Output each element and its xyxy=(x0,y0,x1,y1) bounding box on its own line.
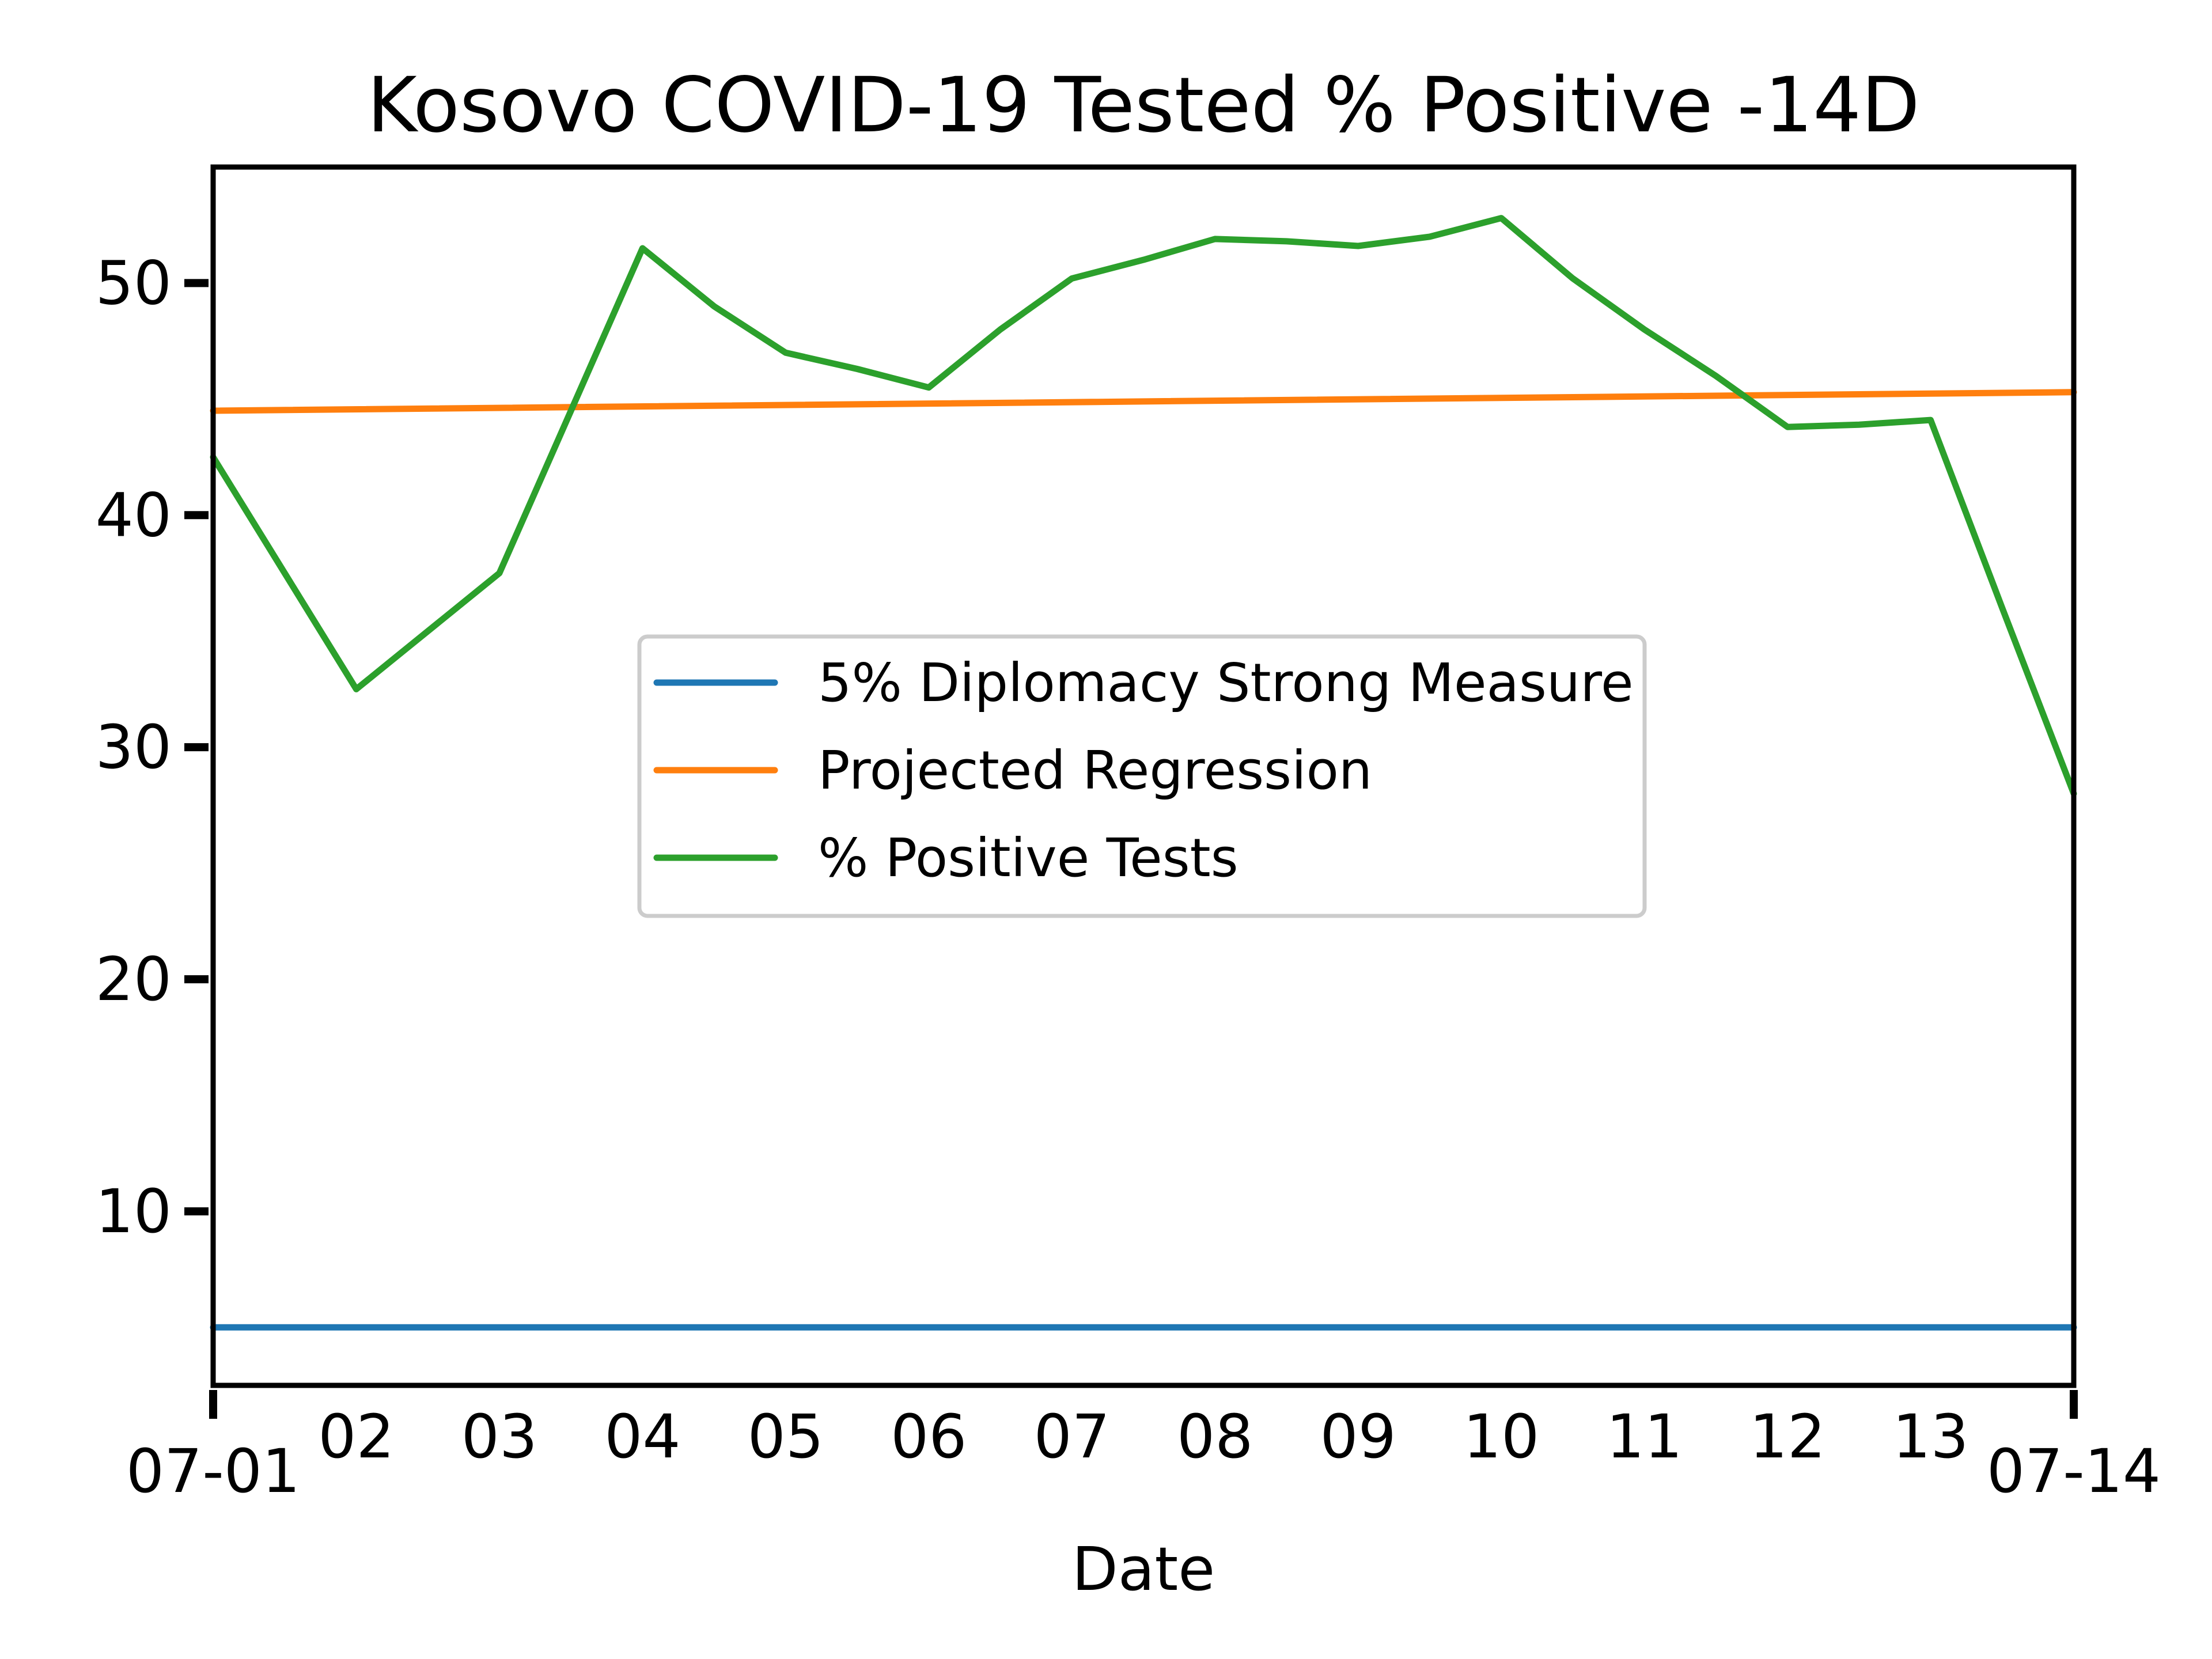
chart-title: Kosovo COVID-19 Tested % Positive -14D xyxy=(367,61,1920,150)
x-tick-label: 10 xyxy=(1463,1402,1539,1472)
x-tick-label: 13 xyxy=(1892,1402,1968,1472)
legend-label-1: 5% Diplomacy Strong Measure xyxy=(818,652,1634,714)
legend-box xyxy=(637,634,1647,918)
x-tick-label: 05 xyxy=(748,1402,824,1472)
y-tick-label: 10 xyxy=(96,1176,172,1247)
series-line-3 xyxy=(210,215,2077,797)
x-tick-label: 02 xyxy=(318,1402,394,1472)
x-tick-label: 07 xyxy=(1034,1402,1110,1472)
legend-label-3: % Positive Tests xyxy=(818,827,1238,889)
x-tick-label: 07-01 xyxy=(126,1436,300,1506)
x-tick-label: 07-14 xyxy=(1987,1436,2161,1506)
y-tick-label: 40 xyxy=(96,480,172,550)
y-tick-label: 50 xyxy=(96,248,172,318)
series-layer xyxy=(210,215,2077,1331)
series-line-2 xyxy=(210,389,2077,414)
x-tick-label: 03 xyxy=(461,1402,537,1472)
y-tick-label: 20 xyxy=(96,944,172,1014)
x-tick-label: 12 xyxy=(1749,1402,1825,1472)
x-tick-label: 09 xyxy=(1320,1402,1396,1472)
x-tick-label: 04 xyxy=(604,1402,680,1472)
x-tick-label: 11 xyxy=(1606,1402,1682,1472)
y-axis-ticks: 10 20 30 40 50 xyxy=(96,248,209,1247)
x-axis-label: Date xyxy=(1072,1534,1215,1604)
x-tick-label: 08 xyxy=(1177,1402,1253,1472)
y-tick-label: 30 xyxy=(96,712,172,782)
legend-label-2: Projected Regression xyxy=(818,740,1372,801)
x-axis-ticks: 07-01 02 03 04 05 06 07 08 09 10 11 12 13 07-14 xyxy=(126,1390,2161,1506)
x-tick-label: 06 xyxy=(891,1402,967,1472)
legend-entries: 5% Diplomacy Strong Measure Projected Reg… xyxy=(653,652,1634,889)
plot-frame xyxy=(210,164,2077,1388)
legend: 5% Diplomacy Strong Measure Projected Reg… xyxy=(637,634,1647,918)
